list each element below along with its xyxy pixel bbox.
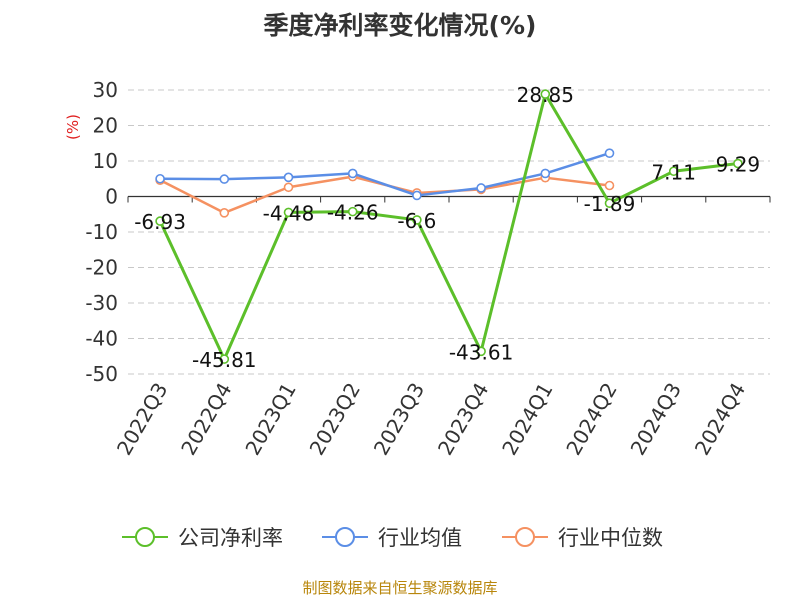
x-tick-label: 2024Q3: [626, 379, 686, 460]
data-label: -1.89: [584, 192, 636, 216]
data-point: [219, 354, 230, 364]
x-tick-label: 2022Q4: [176, 379, 236, 460]
data-label: -6.93: [134, 210, 186, 234]
series: [155, 89, 743, 364]
legend-item: 行业中位数: [502, 526, 663, 550]
y-tick-label: -20: [85, 256, 118, 280]
legend-marker: [335, 527, 355, 547]
series-line: [160, 151, 610, 197]
data-point: [604, 180, 615, 191]
legend-label: 公司净利率: [178, 526, 283, 550]
data-point: [155, 216, 165, 226]
x-tick-label: 2024Q2: [561, 379, 621, 460]
data-label: -45.81: [192, 348, 256, 372]
data-labels: -6.93 -45.81 -4.48 -4.26 -6.6 -43.61 28.85 -1.8…: [134, 83, 760, 372]
data-point: [733, 158, 743, 169]
data-label: -4.48: [263, 201, 315, 225]
data-label: -4.26: [327, 201, 379, 225]
legend-item: 公司净利率: [122, 526, 283, 550]
data-label: 7.11: [651, 160, 696, 184]
x-tick-label: 2023Q2: [305, 379, 365, 460]
x-tick-label: 2023Q1: [240, 379, 300, 460]
data-point: [412, 190, 422, 201]
legend: 公司净利率 行业均值 行业中位数: [122, 526, 663, 550]
series-line: [158, 92, 739, 361]
x-tick-label: 2023Q4: [433, 378, 493, 459]
data-point: [540, 89, 551, 99]
data-label: 28.85: [517, 83, 574, 107]
data-point: [604, 148, 615, 158]
legend-label: 行业均值: [378, 526, 462, 550]
x-tick-label: 2024Q4: [690, 379, 750, 460]
series-2: [155, 148, 615, 201]
data-label: 9.29: [716, 153, 761, 177]
legend-label: 行业中位数: [558, 526, 663, 550]
y-axis-label: (%): [64, 114, 82, 140]
legend-item: 行业均值: [322, 526, 462, 550]
y-tick-label: 10: [93, 149, 118, 173]
y-tick-label: 0: [105, 185, 118, 209]
data-point: [604, 198, 615, 209]
data-label: -6.6: [397, 209, 436, 233]
data-point: [219, 208, 230, 218]
data-point: [412, 215, 422, 225]
data-point: [155, 173, 165, 184]
y-tick-label: -10: [85, 220, 118, 244]
y-tick-label: 30: [93, 78, 118, 102]
source-note: 制图数据来自恒生聚源数据库: [302, 579, 498, 597]
grid: [128, 89, 770, 375]
data-point: [283, 207, 294, 218]
data-point: [540, 168, 551, 179]
data-point: [283, 182, 294, 193]
data-point: [476, 346, 486, 357]
x-tick-label: 2024Q1: [497, 379, 557, 460]
y-tick-label: -40: [85, 327, 118, 351]
y-tick-label: -30: [85, 291, 118, 315]
data-point: [219, 174, 230, 184]
x-tick-label: 2022Q3: [112, 379, 172, 460]
y-tick-label: -50: [85, 362, 118, 386]
data-point: [476, 183, 486, 193]
x-tick-label: 2023Q3: [369, 379, 429, 460]
data-point: [283, 172, 294, 183]
chart-title: 季度净利率变化情况(%): [263, 11, 537, 40]
data-point: [668, 166, 679, 177]
legend-marker: [135, 527, 155, 547]
legend-marker: [515, 527, 535, 547]
data-label: -43.61: [449, 340, 513, 364]
data-point: [347, 168, 358, 179]
series-1: [155, 89, 743, 364]
data-point: [347, 206, 358, 217]
y-tick-label: 20: [93, 114, 118, 138]
